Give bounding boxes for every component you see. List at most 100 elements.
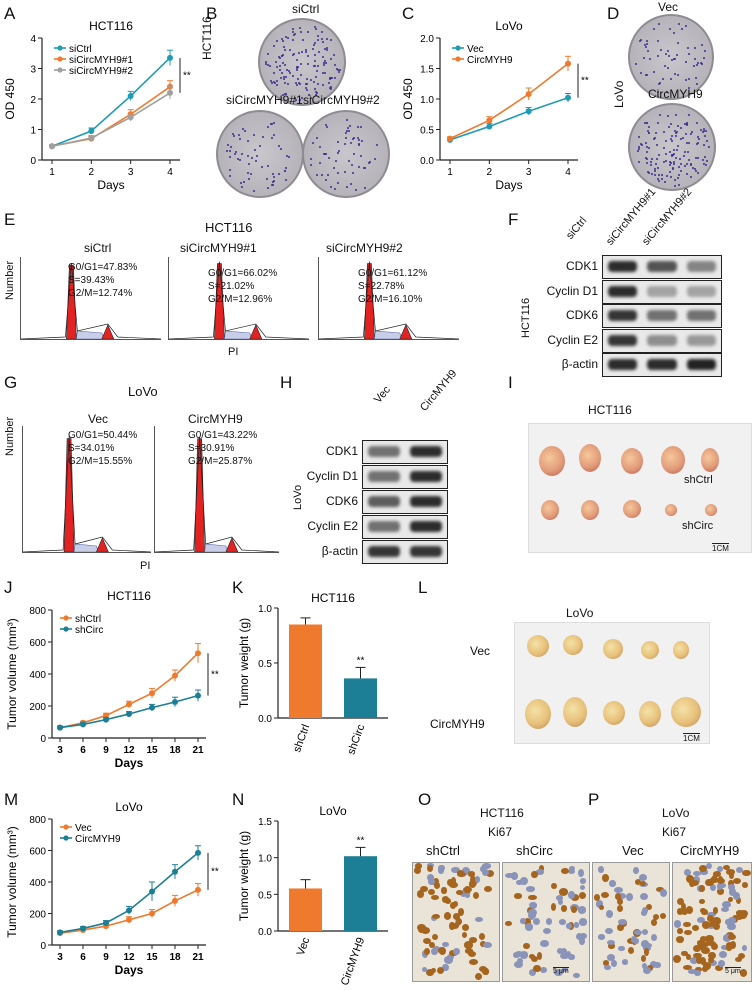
colony-dot (291, 27, 294, 30)
wb-band (647, 310, 677, 321)
x-tick-label: shCirc (345, 722, 367, 756)
flow-g2m-sicircmyh9-1: G2/M=12.96% (208, 294, 273, 305)
chart-j-tumor-volume-hct116: HCT116 0 200 400 600 800 3 6 9 12 15 18 21 Days Tumor … (5, 589, 219, 770)
colony-dot (357, 136, 360, 139)
ihc-nucleus (616, 904, 623, 912)
colony-dot (273, 122, 276, 125)
colony-dot (268, 64, 271, 67)
ihc-nucleus (461, 932, 467, 939)
wb-band (686, 310, 716, 321)
colony-dot (363, 167, 366, 170)
bar-Vec (289, 888, 322, 931)
colony-dot (266, 53, 269, 56)
flow-histogram-svg (169, 261, 309, 339)
ihc-nucleus (556, 948, 564, 955)
colony-dot (324, 61, 327, 64)
ihc-nucleus (701, 946, 711, 955)
colony-dot (352, 138, 355, 141)
panel-label-n: N (232, 790, 245, 809)
colony-dot (284, 48, 287, 51)
colony-dot (327, 156, 330, 159)
legend-marker-0 (57, 45, 63, 51)
chart-n-tumor-weight-lovo: LoVo 0.0 0.5 1.0 1.5 Tumor weight (g) Vec CircM… (237, 804, 388, 987)
colony-dot (281, 93, 284, 96)
flow-s-vec: S=34.01% (68, 443, 115, 454)
colony-dot (702, 130, 705, 133)
flow-histogram-circmyh9 (154, 426, 279, 553)
colony-dot (353, 136, 356, 139)
ihc-nucleus (718, 882, 727, 888)
data-point (88, 128, 95, 135)
ihc-nucleus (452, 900, 459, 908)
ihc-nucleus (643, 942, 652, 949)
ihc-nucleus (446, 953, 454, 961)
y-axis-label: OD 450 (3, 78, 17, 120)
colony-dot (320, 38, 323, 41)
colony-dot (670, 139, 673, 142)
y-tick-label: 200 (29, 910, 46, 921)
legend-marker-2 (57, 67, 63, 73)
colony-dot (646, 42, 649, 45)
legend-marker-1 (63, 626, 69, 632)
ihc-nucleus (708, 951, 716, 959)
ihc-nucleus (732, 878, 741, 885)
ihc-nucleus (444, 956, 453, 964)
data-point (565, 94, 571, 101)
ihc-nucleus (718, 951, 728, 959)
ihc-nucleus (579, 884, 586, 891)
colony-dot (307, 54, 310, 57)
colony-dot (677, 74, 680, 77)
ihc-nucleus (560, 867, 569, 874)
ihc-nucleus (450, 922, 460, 930)
ihc-nucleus (617, 898, 624, 906)
colony-dish-vec (628, 14, 714, 100)
ihc-nucleus (561, 905, 568, 912)
colony-dot (281, 62, 284, 65)
colony-dot (682, 155, 685, 158)
colony-dot (292, 34, 295, 37)
colony-dot (286, 68, 289, 71)
ihc-nucleus (684, 929, 693, 936)
g2m-peak (399, 324, 413, 339)
colony-dot (247, 140, 249, 143)
colony-dot (285, 75, 288, 78)
wb-lane-sictrl: siCtrl (564, 214, 590, 242)
colony-dish-sictrl (258, 18, 346, 106)
legend-marker-0 (63, 615, 69, 621)
flow-title-g: LoVo (128, 384, 158, 399)
colony-dot (296, 69, 299, 72)
colony-dot (672, 168, 675, 171)
ihc-nucleus (683, 965, 692, 971)
colony-dot (272, 179, 275, 182)
colony-dot (696, 122, 699, 125)
colony-dot (327, 81, 330, 84)
colony-dot (348, 130, 351, 132)
chart-title: HCT116 (311, 591, 355, 605)
colony-dot (703, 57, 706, 60)
colony-dot (227, 144, 230, 147)
colony-dot (357, 142, 360, 145)
ihc-nucleus (621, 959, 628, 965)
colony-dot (279, 76, 282, 79)
colony-dot (654, 162, 657, 165)
ihc-nucleus (710, 920, 717, 926)
chart-title: LoVo (319, 804, 347, 818)
flow-outline (319, 261, 459, 339)
colony-dot (281, 72, 284, 75)
colony-dot (346, 118, 349, 121)
y-tick-label: 1.0 (420, 95, 434, 106)
ihc-nucleus (530, 870, 538, 879)
colony-dot (700, 62, 703, 65)
colony-dot (656, 54, 659, 57)
legend-label-0: shCtrl (75, 614, 101, 625)
legend-label-1: shCirc (75, 625, 103, 636)
x-tick-label: Vec (295, 935, 313, 957)
colony-dot (679, 163, 682, 166)
ihc-nucleus (464, 885, 471, 894)
ihc-nucleus (640, 880, 647, 886)
colony-dot (684, 78, 687, 81)
ihc-nucleus (432, 933, 439, 941)
data-point (88, 135, 95, 142)
colony-dot (668, 54, 671, 57)
g0g1-peak (194, 438, 205, 552)
